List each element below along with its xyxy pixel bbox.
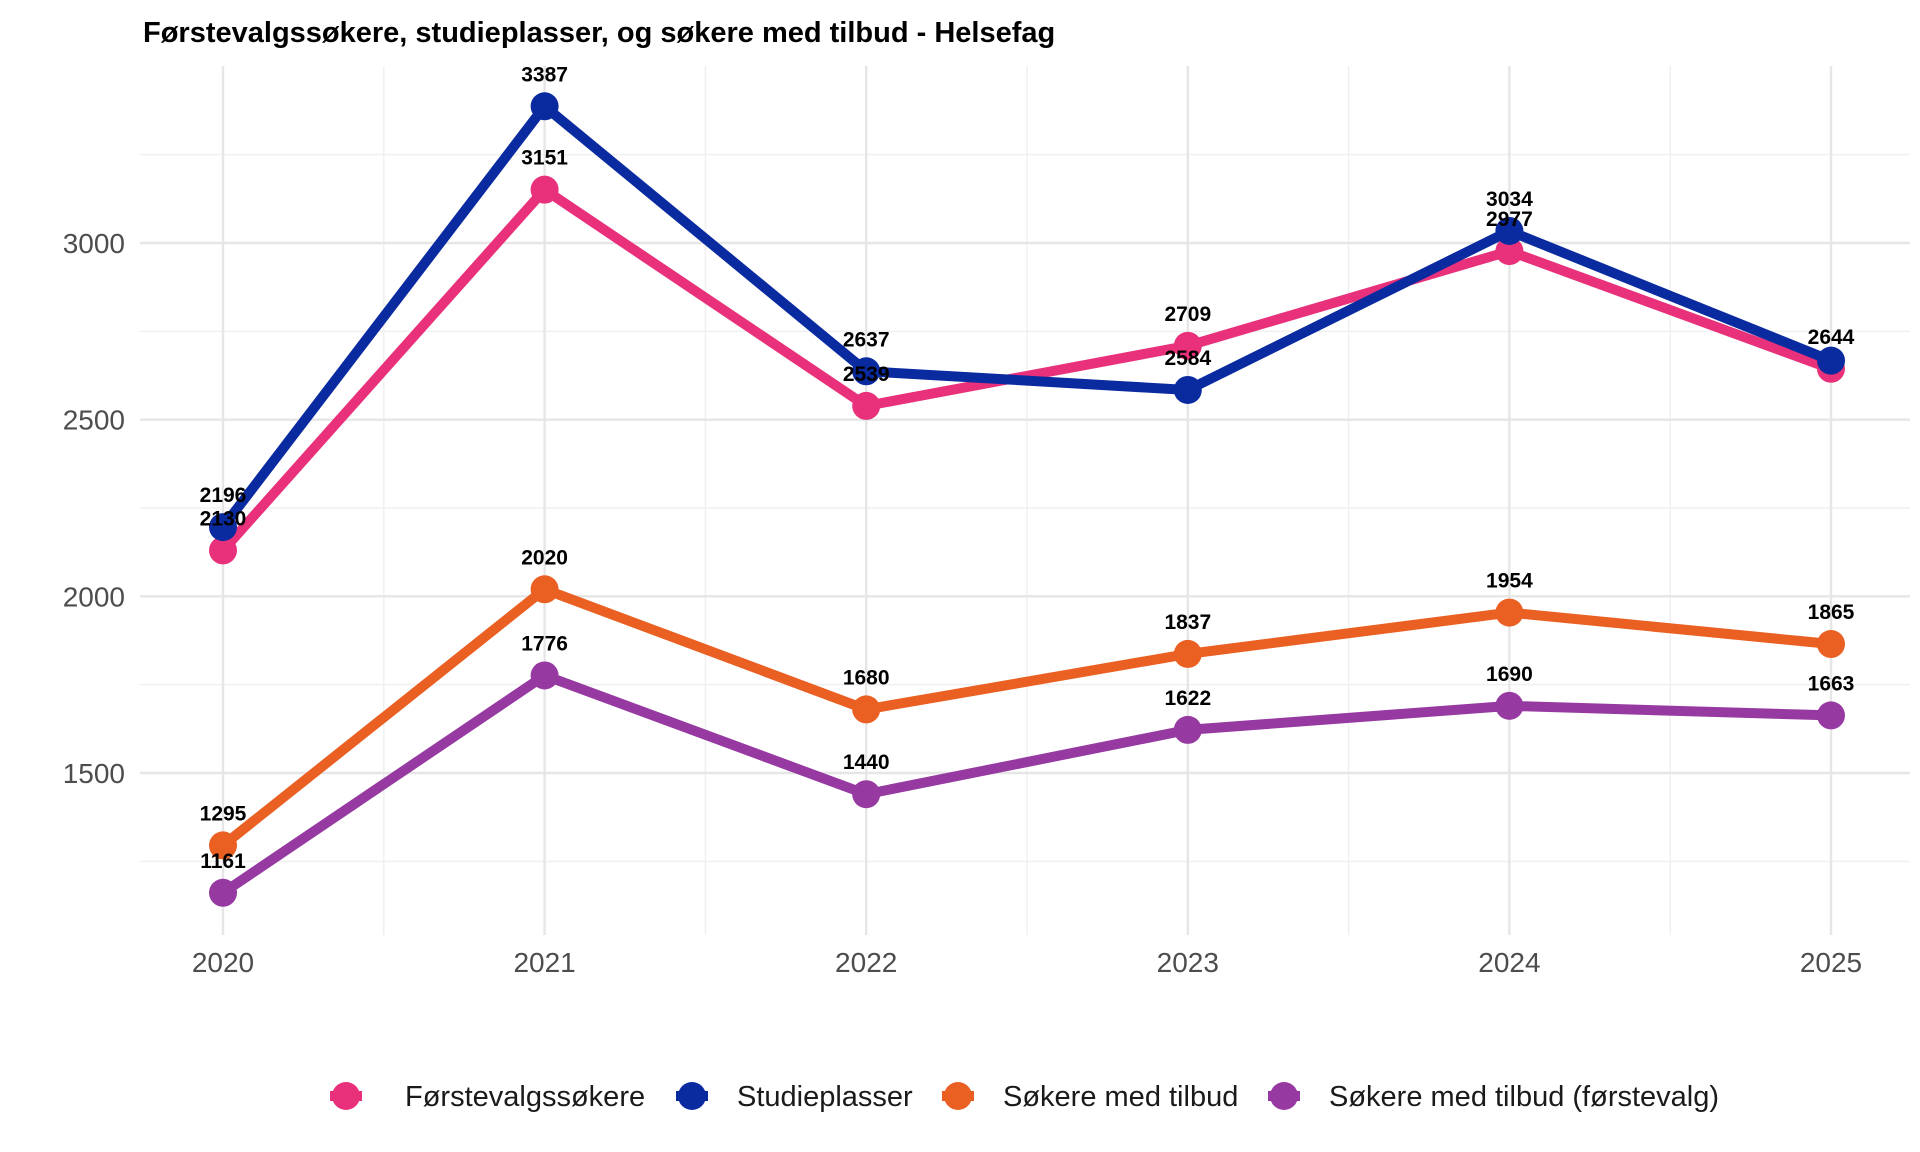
- series-points: [209, 92, 1845, 907]
- chart-title: Førstevalgssøkere, studieplasser, og søk…: [143, 17, 1055, 49]
- data-label: 1663: [1808, 672, 1855, 695]
- data-point-3-3: [1173, 715, 1202, 744]
- legend-label: Førstevalgssøkere: [405, 1081, 645, 1113]
- legend-key-point: [678, 1082, 706, 1110]
- x-tick-label: 2020: [192, 947, 254, 978]
- y-tick-label: 2000: [63, 581, 125, 612]
- legend-label: Studieplasser: [737, 1081, 913, 1113]
- series-lines: [218, 101, 1836, 898]
- data-label: 3151: [521, 147, 568, 170]
- data-point-2-2: [852, 695, 881, 724]
- data-label: 1440: [843, 751, 890, 774]
- data-label: 2637: [843, 328, 890, 351]
- data-label: 2977: [1486, 208, 1533, 231]
- legend-key-point: [332, 1082, 360, 1110]
- data-label: 1161: [200, 850, 246, 873]
- data-label: 1837: [1164, 611, 1211, 634]
- data-point-0-0: [209, 536, 237, 565]
- data-label: 1690: [1486, 663, 1533, 686]
- data-label: 2584: [1164, 347, 1211, 370]
- x-tick-label: 2025: [1800, 947, 1862, 978]
- data-point-1-1: [530, 92, 559, 121]
- legend-key-point: [944, 1082, 972, 1110]
- x-axis: 2020 2021 2022 2023 2024 2025: [192, 947, 1862, 978]
- data-label: 1295: [200, 802, 247, 825]
- data-label: 2130: [200, 507, 247, 530]
- data-point-3-1: [530, 661, 559, 690]
- data-point-0-2: [852, 391, 881, 420]
- series-line-2: [218, 584, 1836, 851]
- data-point-2-3: [1173, 639, 1202, 668]
- data-label: 2539: [843, 363, 890, 386]
- data-label: 2196: [200, 484, 247, 507]
- y-tick-label: 2500: [63, 405, 125, 436]
- data-label: 3387: [521, 63, 568, 86]
- data-point-3-5: [1817, 701, 1845, 730]
- data-point-2-0: [209, 831, 237, 860]
- legend-label: Søkere med tilbud: [1003, 1081, 1238, 1113]
- data-label: 1776: [521, 632, 568, 655]
- data-label: 2709: [1164, 303, 1211, 326]
- legend-label: Søkere med tilbud (førstevalg): [1329, 1081, 1719, 1113]
- y-tick-label: 3000: [63, 228, 125, 259]
- data-point-1-5: [1817, 346, 1845, 375]
- data-label: 2644: [1808, 326, 1855, 349]
- y-axis: 1500 2000 2500 3000: [63, 228, 125, 789]
- grid: [140, 66, 1910, 935]
- data-point-2-1: [530, 575, 559, 604]
- data-point-2-5: [1817, 630, 1845, 659]
- data-point-1-2: [852, 357, 881, 386]
- data-label: 1680: [843, 666, 890, 689]
- series-line-1: [218, 101, 1836, 533]
- data-point-0-4: [1495, 237, 1524, 266]
- x-tick-label: 2022: [835, 947, 897, 978]
- data-label: 1865: [1808, 601, 1855, 624]
- legend: Førstevalgssøkere Studieplasser Søkere med…: [330, 1081, 1719, 1113]
- data-point-3-4: [1495, 691, 1524, 720]
- x-tick-label: 2021: [513, 947, 575, 978]
- data-label: 2020: [521, 546, 568, 569]
- data-point-1-4: [1495, 216, 1524, 245]
- data-point-3-2: [852, 780, 881, 809]
- data-point-0-1: [530, 175, 559, 204]
- x-tick-label: 2023: [1157, 947, 1219, 978]
- legend-key-point: [1270, 1082, 1298, 1110]
- y-tick-label: 1500: [63, 758, 125, 789]
- data-label: 3034: [1486, 188, 1533, 211]
- x-tick-label: 2024: [1478, 947, 1540, 978]
- series-line-3: [218, 670, 1836, 898]
- data-point-0-3: [1173, 331, 1202, 360]
- data-point-2-4: [1495, 598, 1524, 627]
- data-point-1-3: [1173, 375, 1202, 404]
- data-point-3-0: [209, 878, 237, 907]
- data-label: 1622: [1164, 687, 1211, 710]
- data-label: 1954: [1486, 570, 1533, 593]
- data-point-1-0: [209, 513, 237, 542]
